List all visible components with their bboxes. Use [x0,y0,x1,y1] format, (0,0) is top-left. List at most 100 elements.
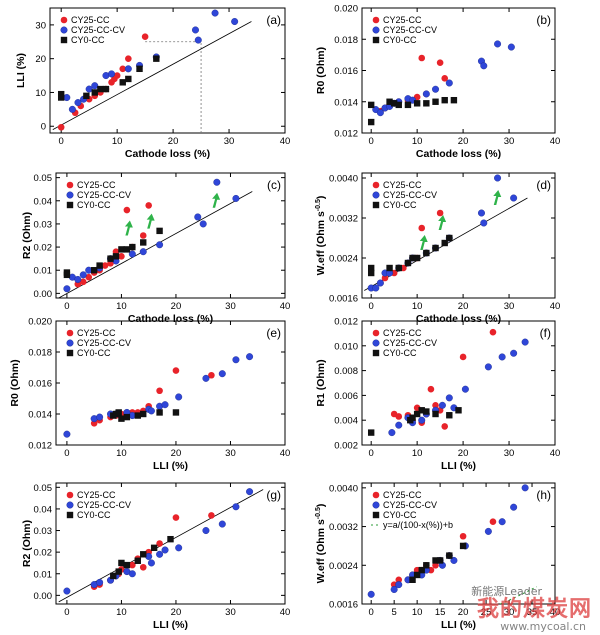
legend-label: CY25-CC-CV [383,500,437,510]
data-point [156,387,163,395]
data-point [123,246,131,253]
x-tick-label: 30 [504,448,515,459]
data-point [161,546,169,554]
y-axis-title: R0 (Ohm) [9,359,21,406]
data-point [423,408,430,415]
y-tick-label: 0.020 [334,4,358,15]
legend-marker [372,16,380,24]
legend-label: CY25-CC-CV [77,190,131,200]
y-tick-label: 0.0016 [329,600,358,611]
data-point [211,9,219,17]
plot-area [364,174,528,292]
x-tick-label: 10 [116,301,127,312]
data-point [441,239,448,247]
x-tick-label: 40 [280,607,291,618]
legend-label: CY0-CC [77,348,111,358]
legend-label: CY25-CC [71,15,110,25]
data-point [129,561,136,569]
data-point [124,65,132,73]
x-tick-label: 0 [64,448,69,459]
data-point [83,92,90,100]
plot-area [52,9,252,133]
data-point [232,503,240,511]
panel-h: 0 5 10 15 20 25 30 35 40 0.0016 0.0024 0.0032 0.0040… [315,482,560,631]
y-tick-label: 0.0040 [329,483,358,494]
y-tick-label: 20 [35,54,46,65]
plot-area [63,353,254,438]
data-point [161,401,169,409]
panel-label: (g) [266,488,281,502]
series-cy0-cc [110,535,174,580]
data-point [118,415,125,422]
legend-marker [66,181,74,189]
y-tick-label: 0.02 [34,548,53,559]
y-tick-label: 0.02 [34,243,53,254]
y-axis-title-sup: -0.5 [315,199,322,211]
data-point [367,429,375,436]
y-axis-title: R1 (Ohm) [315,359,327,406]
y-tick-label: 0.05 [34,483,53,494]
data-point [395,264,402,272]
x-tick-label: 40 [280,448,291,459]
data-point [395,581,403,589]
data-point [494,40,502,48]
plot-area [58,488,264,603]
panel-label: (b) [536,13,551,27]
legend-label: CY0-CC [383,510,417,520]
y-tick-label: 0.008 [334,366,358,377]
x-tick-label: 20 [458,301,469,312]
series-cy25-cc [57,33,149,131]
y-tick-label: 0.01 [34,266,53,277]
panel-a: 0 10 20 30 40 0 10 20 30 Cathode loss (%) LLI (%) (… [15,7,290,160]
data-point [450,96,458,104]
x-tick-label: 10 [412,448,423,459]
data-point [390,100,398,107]
y-tick-label: 0.0024 [329,254,358,265]
x-tick-label: 30 [225,607,236,618]
x-tick-label: 30 [225,448,236,459]
trend-line [58,191,253,298]
x-tick-label: 5 [392,607,397,618]
data-point [213,178,221,186]
increase-arrow [124,220,133,236]
data-point [147,559,155,567]
legend-marker [372,339,380,347]
data-point [125,75,132,83]
data-point [423,249,430,257]
increase-arrow [493,190,502,205]
data-point [74,275,82,283]
data-point [118,559,125,567]
x-tick-label: 10 [112,136,123,147]
data-point [102,85,110,93]
data-point [367,118,375,126]
y-tick-label: 0.04 [34,504,53,515]
legend-label: CY25-CC [383,180,422,190]
panel-g: 0 10 20 30 40 0.00 0.01 0.02 0.03 0.04 0.05 LLI (%)… [21,482,291,631]
data-point [134,557,141,564]
y-tick-label: 0.03 [34,526,53,537]
data-point [128,570,136,578]
x-tick-label: 20 [168,136,179,147]
data-point [372,284,380,292]
y-tick-label: 0.012 [334,129,358,140]
data-point [413,571,421,579]
legend-label: CY0-CC [77,200,111,210]
x-tick-label: 30 [504,607,515,618]
x-axis-title: LLI (%) [441,460,476,472]
panel-label: (h) [536,488,551,502]
data-point [153,55,160,62]
data-point [63,94,71,102]
data-point [441,96,448,104]
y-axis-title: R2 (Ohm) [21,520,33,567]
data-point [231,18,239,26]
y-tick-label: 0.00 [34,289,53,300]
data-point [141,33,149,41]
legend-fit-label: y=a/(100-x(%))+b [383,520,453,530]
data-point [57,90,65,98]
data-point [445,79,453,87]
y-axis-title: LLI (%) [15,53,27,88]
x-tick-label: 30 [504,136,515,147]
